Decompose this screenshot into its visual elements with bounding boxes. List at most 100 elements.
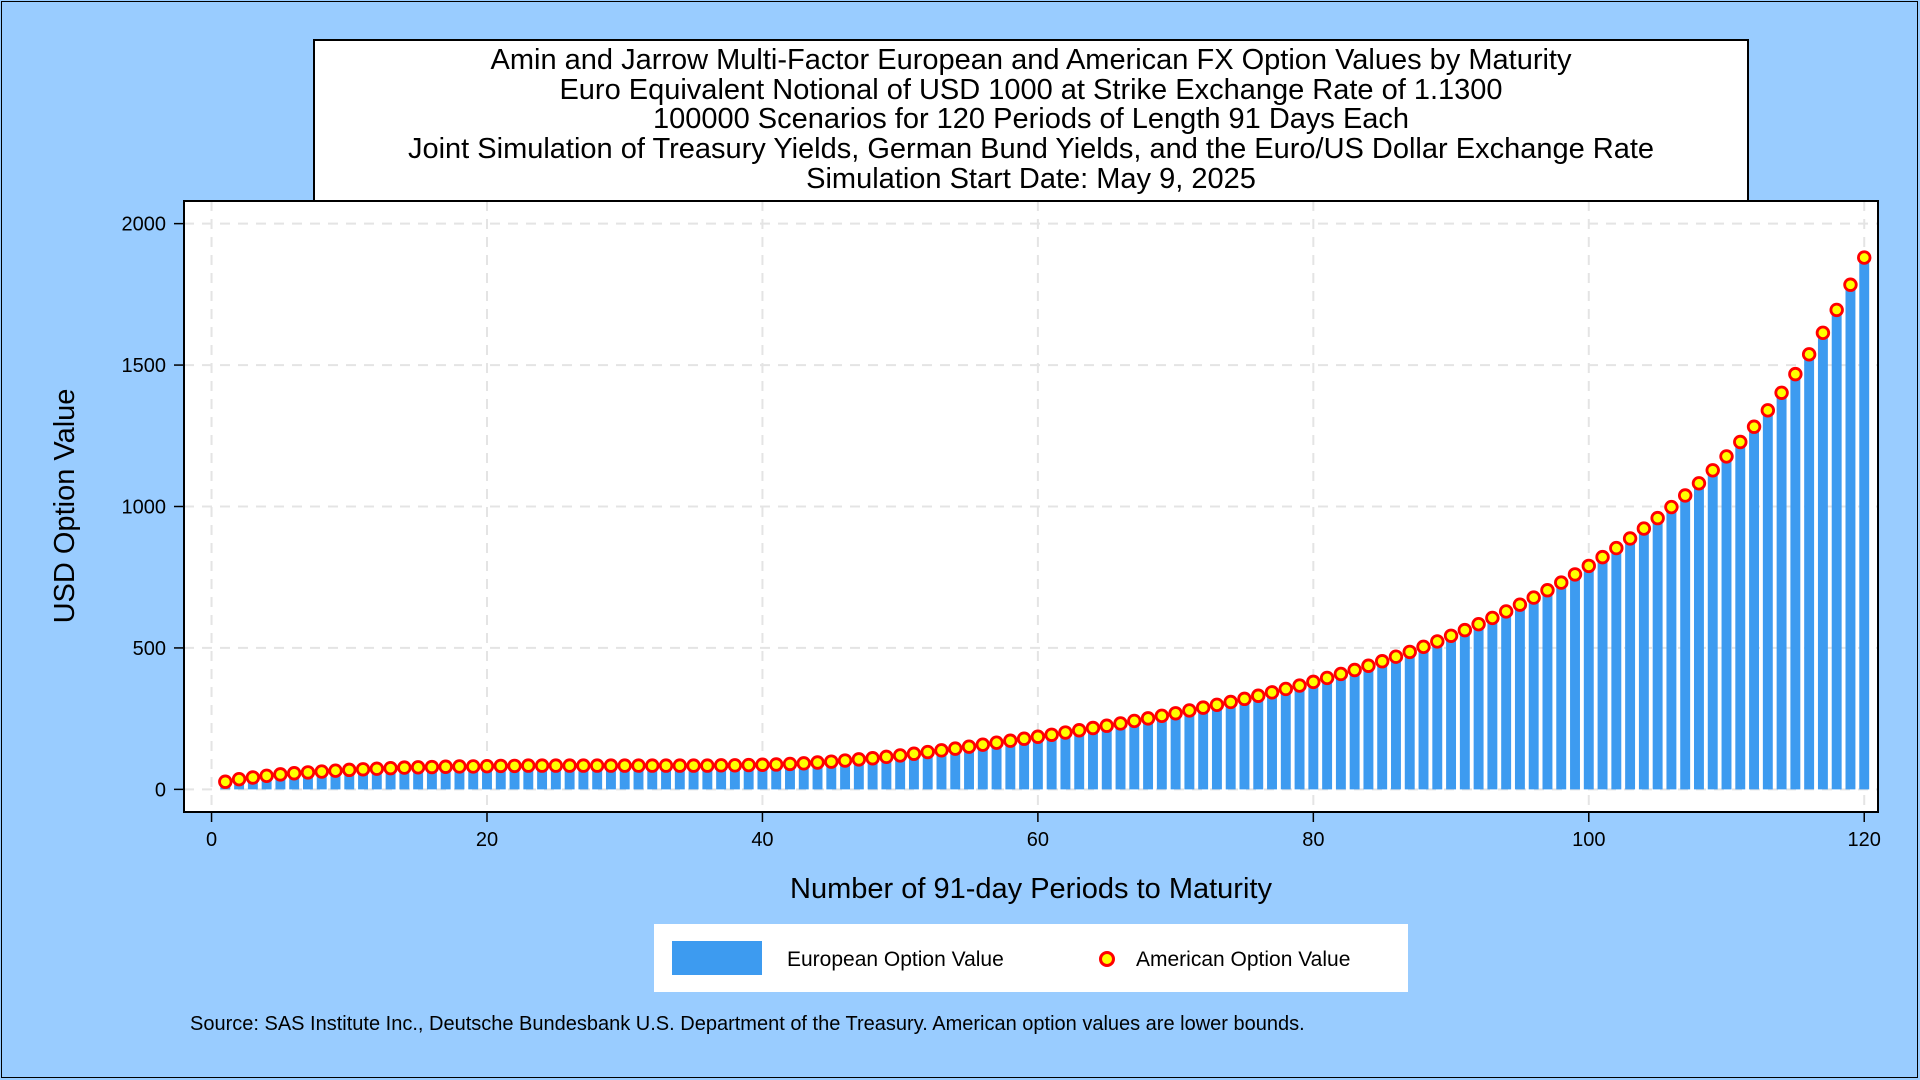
bar-european — [1101, 725, 1112, 790]
marker-american — [1774, 385, 1789, 400]
marker-american — [879, 749, 894, 765]
marker-american — [1609, 540, 1624, 556]
marker-american — [314, 764, 329, 779]
marker-american — [1085, 720, 1101, 736]
marker-american — [479, 758, 495, 774]
bar-european — [523, 765, 534, 790]
marker-american — [424, 759, 440, 775]
bar-european — [1817, 332, 1828, 790]
marker-american — [824, 754, 839, 769]
bar-european — [1046, 734, 1057, 790]
marker-american — [452, 759, 467, 774]
marker-american — [1595, 549, 1610, 565]
bar-european — [936, 750, 947, 790]
chart-title-line-4: Joint Simulation of Treasury Yields, Ger… — [408, 133, 1654, 165]
bar-european — [495, 765, 506, 790]
marker-american — [686, 758, 701, 773]
marker-american — [1788, 366, 1803, 382]
marker-american — [521, 758, 536, 773]
marker-american — [1361, 658, 1376, 673]
bar-european — [922, 752, 933, 790]
marker-american — [906, 746, 922, 761]
marker-american — [1843, 277, 1858, 292]
bar-european — [1225, 701, 1236, 790]
marker-american — [672, 758, 688, 773]
bar-european — [537, 765, 548, 790]
bar-european — [1335, 673, 1346, 790]
bar-european — [633, 765, 644, 790]
marker-american — [631, 758, 646, 773]
marker-american — [769, 757, 784, 772]
bar-european — [316, 771, 327, 790]
marker-american — [934, 743, 949, 758]
bar-european — [1707, 470, 1718, 790]
bar-european — [1528, 597, 1539, 790]
bar-european — [1556, 582, 1567, 790]
bar-european — [729, 765, 740, 790]
american-markers — [218, 250, 1872, 789]
bar-european — [1294, 685, 1305, 790]
bar-european — [1253, 695, 1264, 790]
bar-european — [1638, 528, 1649, 790]
x-tick-label: 80 — [1302, 829, 1324, 851]
bar-european — [1184, 710, 1195, 790]
bar-european — [1156, 715, 1167, 790]
bar-european — [1211, 704, 1222, 790]
marker-american — [1016, 731, 1032, 746]
x-tick-label: 100 — [1572, 829, 1605, 851]
bar-european — [840, 760, 851, 790]
marker-american — [438, 759, 453, 774]
marker-american — [1292, 678, 1307, 693]
source-note: Source: SAS Institute Inc., Deutsche Bun… — [190, 1013, 1305, 1035]
x-tick-label: 0 — [206, 829, 217, 851]
marker-american — [1815, 325, 1831, 341]
marker-american — [1072, 723, 1087, 738]
marker-american — [1140, 711, 1156, 726]
bar-european — [426, 767, 437, 790]
bar-european — [743, 765, 754, 790]
marker-american — [328, 763, 343, 778]
bar-european — [564, 765, 575, 790]
marker-american — [1182, 703, 1197, 718]
bar-european — [950, 748, 961, 790]
bar-european — [1652, 518, 1663, 790]
marker-american — [1388, 649, 1404, 664]
bar-european — [674, 765, 685, 790]
bar-european — [908, 753, 919, 790]
marker-american — [273, 767, 288, 782]
bar-european — [385, 768, 396, 790]
bar-european — [853, 759, 864, 790]
bar-european — [1845, 284, 1856, 790]
legend-box — [654, 924, 1408, 992]
bar-european — [1735, 442, 1746, 790]
marker-american — [397, 760, 412, 775]
bar-european — [1349, 669, 1360, 790]
bar-european — [1721, 456, 1732, 790]
marker-american — [1705, 463, 1720, 478]
marker-american — [1526, 590, 1541, 605]
marker-american — [837, 753, 853, 768]
bar-european — [289, 773, 300, 790]
bar-european — [702, 765, 713, 790]
marker-american — [1223, 694, 1238, 710]
bar-european — [991, 742, 1002, 790]
bar-european — [1198, 707, 1209, 790]
bar-european — [1005, 740, 1016, 790]
marker-american — [1567, 567, 1583, 582]
marker-american — [1554, 575, 1569, 590]
marker-american — [548, 758, 564, 773]
marker-american — [1209, 697, 1225, 712]
marker-american — [1278, 681, 1293, 697]
bar-european — [1625, 538, 1636, 790]
marker-american — [989, 735, 1004, 750]
marker-american — [1457, 622, 1473, 638]
marker-american — [892, 748, 908, 763]
marker-american — [576, 758, 591, 773]
bar-european — [867, 758, 878, 790]
marker-american — [1044, 727, 1059, 742]
marker-american — [1416, 639, 1431, 655]
bar-european — [1473, 624, 1484, 790]
marker-american — [1829, 302, 1844, 318]
bar-european — [1019, 738, 1030, 790]
x-axis-title: Number of 91-day Periods to Maturity — [790, 873, 1272, 905]
